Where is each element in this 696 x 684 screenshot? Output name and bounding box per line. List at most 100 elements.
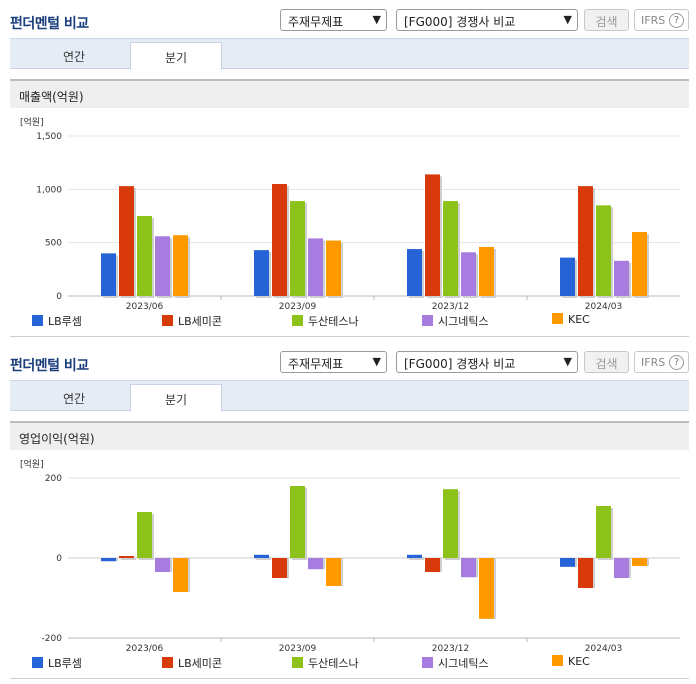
compare-group-select[interactable]: [FG000] 경쟁사 비교 ▼ [396,351,578,373]
search-button[interactable]: 검색 [584,351,629,373]
legend-label: 시그네틱스 [438,657,489,670]
legend-item[interactable]: 두산테스나 [292,313,359,329]
bar [137,216,152,296]
period-tabs: 연간 분기 [10,380,689,412]
bar [119,186,134,296]
legend-swatch [162,657,173,668]
search-button[interactable]: 검색 [584,9,629,31]
tab-quarterly[interactable]: 분기 [130,42,222,70]
bar [308,558,323,570]
section-title: 영업이익(억원) [19,432,95,446]
legend-label: LB세미콘 [178,657,223,670]
legend-item[interactable]: 두산테스나 [292,655,359,671]
legend-item[interactable]: LB세미콘 [162,655,222,671]
bar [461,252,476,296]
legend-swatch [292,315,303,326]
chevron-down-icon: ▼ [372,13,381,26]
bar-shadow [409,556,424,560]
legend-label: KEC [568,313,590,326]
compare-group-value: [FG000] 경쟁사 비교 [404,15,516,29]
bar [425,558,440,572]
panel-header: 펀더멘털 비교 주재무제표 ▼ [FG000] 경쟁사 비교 ▼ 검색 IFRS… [0,348,696,376]
y-tick-label: 1,500 [36,132,62,142]
bar [254,554,269,558]
panel-title: 펀더멘털 비교 [10,16,89,32]
legend-label: 시그네틱스 [438,315,489,328]
revenue-bar-chart: [억원] 0 500 1,000 1,500 2023/06 2023/09 2023/12 2… [20,116,680,312]
bar [614,558,629,578]
legend-swatch [32,657,43,668]
chevron-down-icon: ▼ [372,355,381,368]
bar [173,235,188,296]
compare-group-select[interactable]: [FG000] 경쟁사 비교 ▼ [396,9,578,31]
bar [155,236,170,296]
bar [596,205,611,296]
bar [155,558,170,572]
report-type-select[interactable]: 주재무제표 ▼ [280,351,387,373]
report-type-value: 주재무제표 [288,15,344,29]
chevron-down-icon: ▼ [563,13,572,26]
fundamental-panel-operating-profit: 펀더멘털 비교 주재무제표 ▼ [FG000] 경쟁사 비교 ▼ 검색 IFRS… [0,342,696,684]
bar-shadow [256,556,271,560]
section-header: 매출액(억원) [10,79,689,108]
unit-label: [억원] [20,116,44,128]
chart-legend: LB루셈 LB세미콘 두산테스나 시그네틱스 KEC [0,655,696,671]
bar [614,260,629,296]
tab-annual[interactable]: 연간 [62,392,86,406]
panel-header: 펀더멘털 비교 주재무제표 ▼ [FG000] 경쟁사 비교 ▼ 검색 IFRS… [0,6,696,34]
legend-item[interactable]: KEC [552,655,590,668]
legend-label: LB루셈 [48,315,82,328]
ifrs-help-button[interactable]: IFRS ? [634,9,689,31]
legend-item[interactable]: LB세미콘 [162,313,222,329]
legend-label: 두산테스나 [308,315,359,328]
section-title: 매출액(억원) [19,90,84,104]
bar [290,486,305,558]
legend-swatch [292,657,303,668]
bar [326,558,341,586]
bar [596,506,611,558]
bar-shadow [121,558,136,560]
operating-profit-bar-chart: [억원] -200 0 200 2023/06 2023/09 2023/12 2024/03 [20,458,680,654]
bar [254,250,269,296]
legend-item[interactable]: LB루셈 [32,313,82,329]
fundamental-panel-revenue: 펀더멘털 비교 주재무제표 ▼ [FG000] 경쟁사 비교 ▼ 검색 IFRS… [0,6,696,337]
legend-swatch [422,315,433,326]
section-header: 영업이익(억원) [10,421,689,450]
bar [578,558,593,588]
tab-annual[interactable]: 연간 [62,50,86,64]
ifrs-help-button[interactable]: IFRS ? [634,351,689,373]
legend-swatch [32,315,43,326]
bar [632,232,647,296]
legend-item[interactable]: LB루셈 [32,655,82,671]
y-tick-label: 0 [56,554,62,564]
bar [137,512,152,558]
help-icon: ? [669,355,684,370]
report-type-select[interactable]: 주재무제표 ▼ [280,9,387,31]
report-type-value: 주재무제표 [288,357,344,371]
chart-legend: LB루셈 LB세미콘 두산테스나 시그네틱스 KEC [0,313,696,329]
legend-item[interactable]: KEC [552,313,590,326]
bar [101,558,116,562]
bar [461,558,476,578]
ifrs-label: IFRS [641,356,666,369]
legend-label: LB세미콘 [178,315,223,328]
help-icon: ? [669,13,684,28]
tab-quarterly[interactable]: 분기 [130,384,222,412]
bar [272,558,287,578]
chevron-down-icon: ▼ [563,355,572,368]
y-tick-label: 500 [45,239,62,249]
y-tick-label: 200 [45,474,62,484]
legend-item[interactable]: 시그네틱스 [422,655,489,671]
legend-swatch [162,315,173,326]
bar [425,174,440,296]
y-tick-label: -200 [42,634,63,644]
x-tick-label: 2023/06 [126,302,164,312]
divider [10,678,689,679]
bar [443,201,458,296]
bar [173,558,188,592]
legend-item[interactable]: 시그네틱스 [422,313,489,329]
bar [560,558,575,567]
bar [407,249,422,296]
legend-swatch [552,313,563,324]
bar [101,253,116,296]
